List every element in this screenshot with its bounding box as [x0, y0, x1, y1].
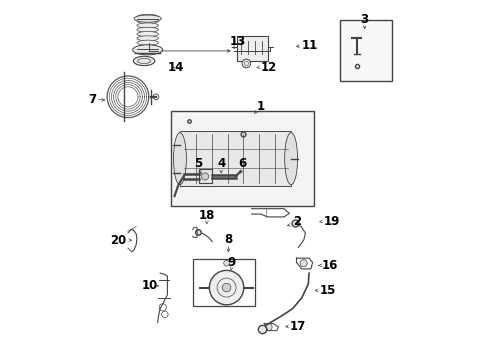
Text: 11: 11: [301, 39, 318, 52]
Ellipse shape: [132, 45, 163, 55]
Text: 12: 12: [260, 60, 276, 73]
Circle shape: [222, 283, 230, 292]
Text: 3: 3: [360, 13, 368, 26]
Text: 8: 8: [224, 233, 232, 246]
Text: 5: 5: [193, 157, 202, 170]
Ellipse shape: [133, 56, 155, 66]
Circle shape: [300, 260, 306, 267]
Circle shape: [242, 59, 250, 68]
Text: 18: 18: [198, 209, 215, 222]
Text: 2: 2: [292, 215, 301, 228]
Text: 6: 6: [238, 157, 246, 170]
Bar: [171, 111, 314, 206]
Text: 17: 17: [289, 320, 305, 333]
Circle shape: [264, 323, 271, 330]
Text: 15: 15: [319, 284, 335, 297]
Ellipse shape: [153, 94, 159, 100]
Text: 16: 16: [321, 259, 337, 272]
Circle shape: [209, 270, 244, 305]
Ellipse shape: [137, 36, 158, 41]
Ellipse shape: [137, 19, 158, 24]
Text: 19: 19: [323, 215, 339, 228]
Bar: [180, 131, 290, 186]
Ellipse shape: [284, 133, 297, 185]
Bar: [237, 36, 267, 61]
Text: 9: 9: [227, 256, 236, 269]
Bar: [198, 169, 211, 183]
Text: 14: 14: [167, 60, 183, 73]
Circle shape: [223, 260, 229, 266]
Text: 20: 20: [110, 234, 126, 247]
Text: 13: 13: [230, 35, 246, 49]
Bar: [192, 259, 255, 306]
Ellipse shape: [137, 40, 158, 45]
Ellipse shape: [137, 27, 158, 32]
Text: 4: 4: [217, 157, 225, 170]
Text: 10: 10: [141, 279, 157, 292]
Ellipse shape: [137, 23, 158, 28]
Ellipse shape: [134, 15, 161, 22]
Ellipse shape: [137, 32, 158, 37]
Bar: [339, 21, 391, 81]
Circle shape: [201, 173, 208, 180]
Text: 7: 7: [88, 93, 96, 106]
Ellipse shape: [137, 14, 158, 19]
Text: 1: 1: [257, 100, 264, 113]
Ellipse shape: [173, 133, 186, 185]
